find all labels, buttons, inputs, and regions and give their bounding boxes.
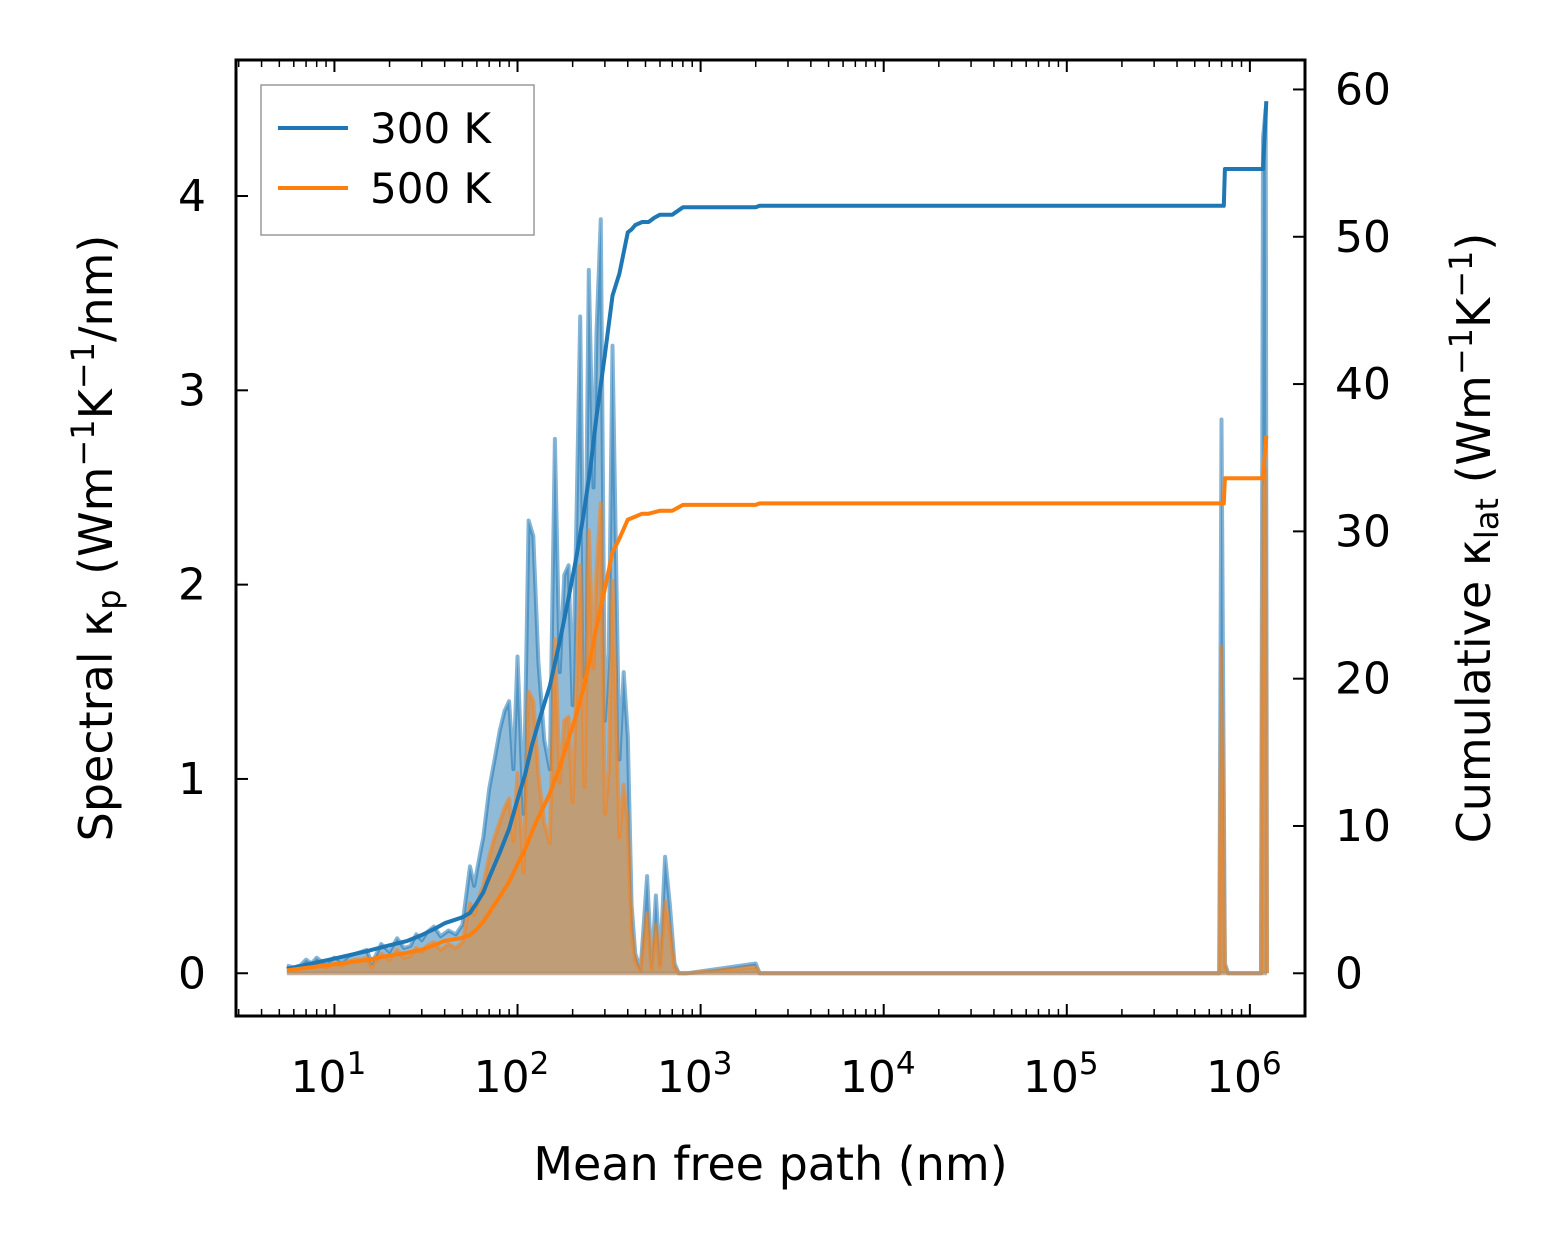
cumulative-line-300k <box>286 101 1269 971</box>
y-right-tick-label: 40 <box>1335 359 1391 410</box>
spectral-outline-300k <box>286 106 1269 976</box>
x-tick-label: 102 <box>474 1046 550 1103</box>
legend: 300 K 500 K <box>260 84 535 236</box>
y-axis-label-right: Cumulative κlat (Wm−1K−1) <box>1442 233 1506 844</box>
y-right-tick-label: 30 <box>1335 506 1391 557</box>
plot-frame <box>234 58 1307 1018</box>
x-axis-label: Mean free path (nm) <box>533 1137 1007 1191</box>
x-tick-label: 106 <box>1206 1046 1282 1103</box>
x-tick-label: 101 <box>291 1046 367 1103</box>
y-left-tick-label: 0 <box>178 948 206 999</box>
y-left-tick-label: 2 <box>178 560 206 611</box>
x-tick-label: 105 <box>1023 1046 1099 1103</box>
y-axis-label-left: Spectral κp (Wm−1K−1/nm) <box>64 235 128 842</box>
axis-labels-layer: 101 102 103 104 105 106012340102030405060Mean… <box>64 64 1506 1191</box>
y-left-tick-label: 4 <box>178 171 206 222</box>
y-right-tick-label: 0 <box>1335 948 1363 999</box>
y-right-tick-label: 10 <box>1335 801 1391 852</box>
y-right-tick-label: 50 <box>1335 212 1391 263</box>
y-right-tick-label: 20 <box>1335 654 1391 705</box>
spectral-area-500k <box>286 468 1267 974</box>
spectral-area-300k <box>286 108 1267 974</box>
legend-box <box>260 84 535 236</box>
cumulative-line-500k <box>286 435 1269 973</box>
y-left-tick-label: 3 <box>178 365 206 416</box>
x-tick-label: 104 <box>840 1046 916 1103</box>
spectral-series-layer <box>286 106 1269 976</box>
legend-label-500k: 500 K <box>370 164 493 213</box>
axis-ticks-layer <box>236 60 1306 1016</box>
cumulative-series-layer <box>286 101 1269 973</box>
y-right-tick-label: 60 <box>1335 64 1391 115</box>
spectral-outline-500k <box>286 466 1269 976</box>
y-left-tick-label: 1 <box>178 754 206 805</box>
x-tick-label: 103 <box>657 1046 733 1103</box>
legend-label-300k: 300 K <box>370 104 493 153</box>
